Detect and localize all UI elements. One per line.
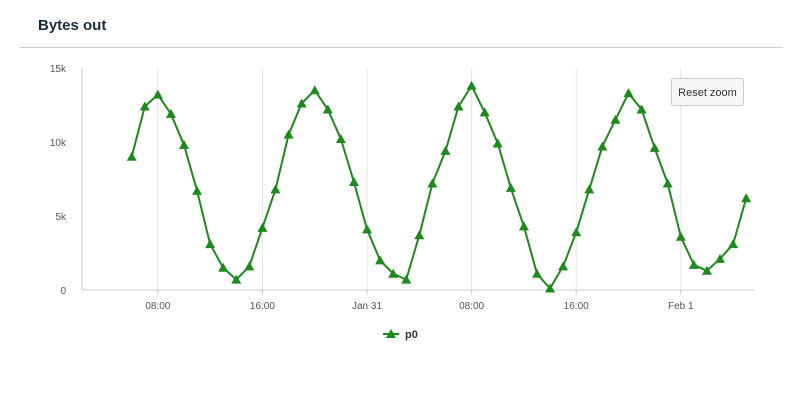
y-tick-label: 15k bbox=[50, 64, 67, 75]
panel-title: Bytes out bbox=[38, 17, 107, 34]
axes: 08:00 16:00 Jan 31 08:00 16:00 Feb 1 0 5k 10k 15k bbox=[50, 64, 754, 312]
data-point-marker[interactable] bbox=[414, 230, 425, 240]
data-point-marker[interactable] bbox=[466, 80, 477, 90]
series-p0[interactable] bbox=[126, 80, 752, 293]
data-point-marker[interactable] bbox=[270, 184, 281, 194]
data-point-marker[interactable] bbox=[440, 145, 451, 155]
data-point-marker[interactable] bbox=[257, 222, 268, 232]
data-point-marker[interactable] bbox=[322, 104, 333, 114]
x-tick-label: 08:00 bbox=[459, 301, 484, 312]
x-tick-label: Feb 1 bbox=[668, 301, 694, 312]
data-point-marker[interactable] bbox=[636, 104, 647, 114]
grid-lines bbox=[157, 68, 682, 290]
data-point-marker[interactable] bbox=[296, 98, 307, 108]
data-point-marker[interactable] bbox=[152, 89, 163, 99]
data-point-marker[interactable] bbox=[126, 151, 137, 161]
data-point-marker[interactable] bbox=[545, 283, 556, 293]
data-point-marker[interactable] bbox=[309, 85, 320, 95]
data-point-marker[interactable] bbox=[571, 227, 582, 237]
data-point-marker[interactable] bbox=[675, 231, 686, 241]
data-point-marker[interactable] bbox=[662, 178, 673, 188]
data-point-marker[interactable] bbox=[688, 259, 699, 269]
data-point-marker[interactable] bbox=[401, 274, 412, 284]
y-tick-label: 5k bbox=[55, 212, 67, 223]
data-point-marker[interactable] bbox=[649, 142, 660, 152]
data-point-marker[interactable] bbox=[283, 129, 294, 139]
x-tick-label: 16:00 bbox=[250, 301, 275, 312]
x-tick-label: Jan 31 bbox=[352, 301, 382, 312]
data-point-marker[interactable] bbox=[597, 141, 608, 151]
data-point-marker[interactable] bbox=[218, 262, 229, 272]
data-point-marker[interactable] bbox=[388, 268, 399, 278]
data-point-marker[interactable] bbox=[479, 107, 490, 117]
x-tick-label: 08:00 bbox=[145, 301, 170, 312]
data-point-marker[interactable] bbox=[505, 182, 516, 192]
x-tick-label: 16:00 bbox=[564, 301, 589, 312]
data-point-marker[interactable] bbox=[362, 224, 373, 234]
data-point-marker[interactable] bbox=[231, 274, 242, 284]
data-point-marker[interactable] bbox=[178, 139, 189, 149]
data-point-marker[interactable] bbox=[610, 114, 621, 124]
data-point-marker[interactable] bbox=[192, 185, 203, 195]
legend-label[interactable]: p0 bbox=[405, 329, 418, 341]
panel-header: Bytes out bbox=[20, 0, 783, 48]
data-point-marker[interactable] bbox=[375, 255, 386, 265]
data-point-marker[interactable] bbox=[584, 184, 595, 194]
data-point-marker[interactable] bbox=[741, 193, 752, 203]
series-line bbox=[130, 84, 748, 290]
data-point-marker[interactable] bbox=[165, 108, 176, 118]
legend[interactable]: p0 bbox=[383, 329, 418, 341]
data-point-marker[interactable] bbox=[531, 268, 542, 278]
data-point-marker[interactable] bbox=[728, 239, 739, 249]
data-point-marker[interactable] bbox=[453, 101, 464, 111]
data-point-marker[interactable] bbox=[205, 239, 216, 249]
data-point-marker[interactable] bbox=[701, 265, 712, 275]
data-point-marker[interactable] bbox=[348, 176, 359, 186]
data-point-marker[interactable] bbox=[715, 253, 726, 263]
data-point-marker[interactable] bbox=[558, 261, 569, 271]
data-point-marker[interactable] bbox=[427, 178, 438, 188]
data-point-marker[interactable] bbox=[244, 261, 255, 271]
y-tick-label: 10k bbox=[50, 138, 67, 149]
y-tick-label: 0 bbox=[60, 286, 66, 297]
data-point-marker[interactable] bbox=[139, 101, 150, 111]
legend-triangle-icon bbox=[386, 329, 396, 338]
data-point-marker[interactable] bbox=[335, 134, 346, 144]
reset-zoom-button[interactable]: Reset zoom bbox=[671, 78, 744, 106]
data-point-marker[interactable] bbox=[518, 221, 529, 231]
data-point-marker[interactable] bbox=[492, 138, 503, 148]
data-point-marker[interactable] bbox=[623, 88, 634, 98]
